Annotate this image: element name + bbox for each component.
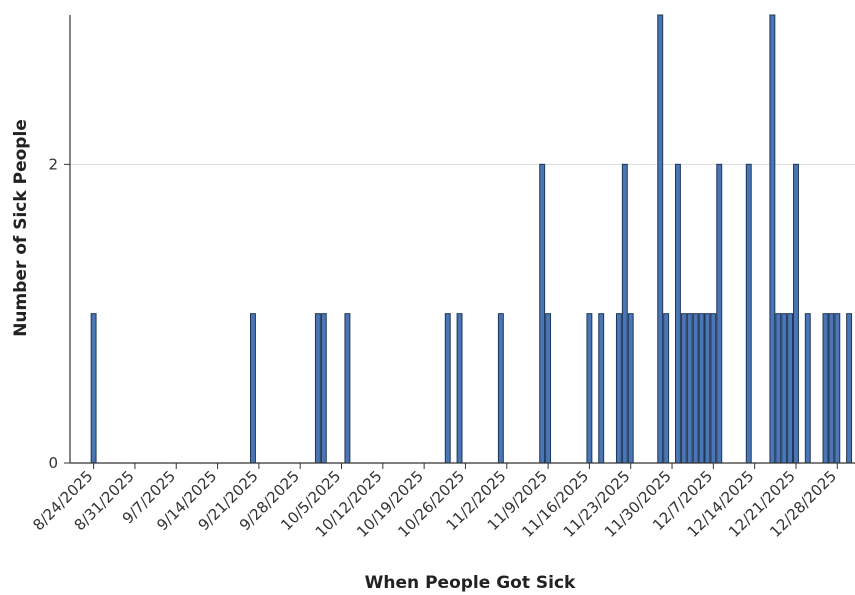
bar [314, 313, 321, 464]
bar [793, 163, 799, 464]
bar [775, 313, 782, 464]
bar [710, 313, 717, 464]
bar [745, 163, 752, 464]
bar [320, 313, 327, 464]
bars [90, 14, 853, 464]
bar [692, 313, 699, 464]
bar [545, 313, 552, 464]
y-axis-ticks: 02 [48, 155, 70, 472]
bar [846, 313, 853, 464]
bar [828, 313, 835, 464]
bar [781, 313, 788, 464]
bar [627, 313, 634, 464]
bar [704, 313, 711, 464]
bar [444, 313, 451, 464]
bar [698, 313, 705, 464]
bar [456, 313, 463, 464]
x-axis-ticks: 8/24/20258/31/20259/7/20259/14/20259/21/… [29, 463, 840, 541]
bar [686, 313, 693, 464]
bar [674, 163, 681, 464]
bar [621, 163, 628, 464]
y-axis-title: Number of Sick People [11, 119, 31, 337]
bar [90, 313, 97, 464]
bar [344, 313, 351, 464]
bar [663, 313, 670, 464]
bar [804, 313, 811, 464]
y-tick-label: 2 [48, 155, 58, 173]
bar [787, 313, 794, 464]
bar [834, 313, 841, 464]
bar [250, 313, 256, 464]
y-tick-label: 0 [48, 454, 58, 472]
x-axis-title: When People Got Sick [365, 573, 576, 593]
bar [716, 163, 723, 464]
bar [598, 313, 605, 464]
bar [497, 313, 504, 464]
bar [657, 14, 664, 464]
bar [822, 313, 829, 464]
bar [680, 313, 687, 464]
bar [615, 313, 622, 464]
bar [539, 163, 546, 464]
bar [586, 313, 593, 464]
bar [769, 14, 776, 464]
